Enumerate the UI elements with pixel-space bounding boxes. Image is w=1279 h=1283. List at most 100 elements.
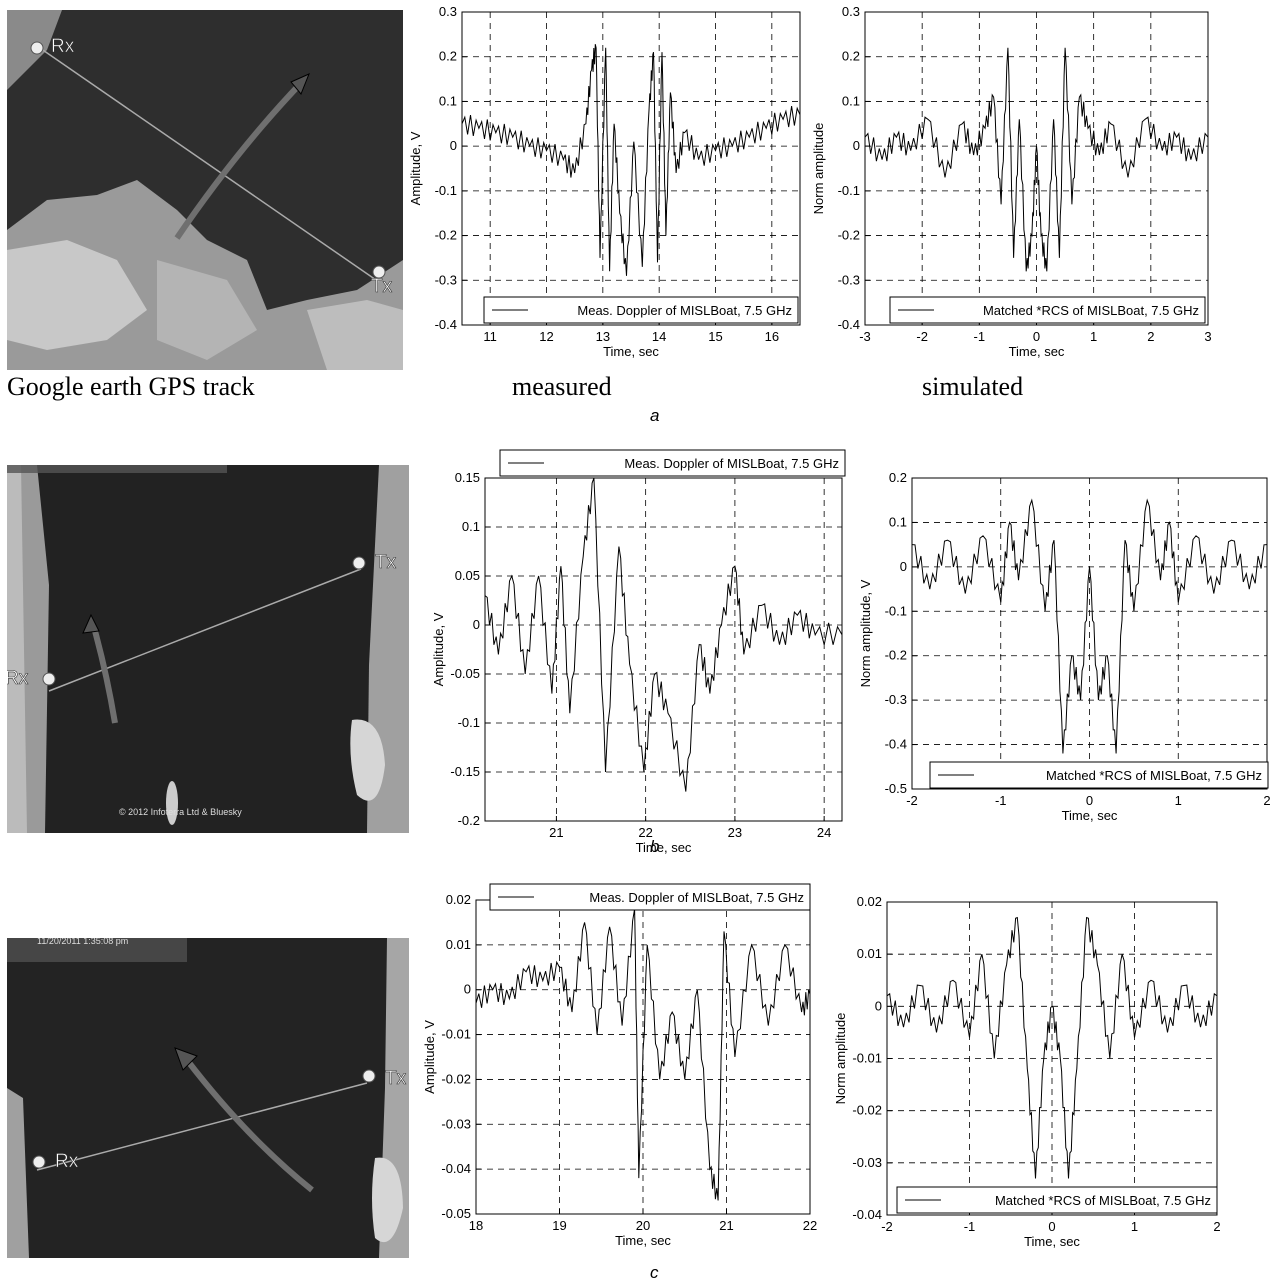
y-axis-label: Amplitude, V (408, 131, 423, 205)
map-b-rx-label: Rx (7, 668, 29, 689)
y-tick-label: -0.1 (885, 603, 907, 618)
x-tick-label: 0 (1086, 793, 1093, 808)
y-tick-label: -0.3 (435, 272, 457, 287)
x-tick-label: 21 (719, 1218, 733, 1233)
x-tick-label: 23 (728, 825, 742, 840)
y-tick-label: 0.1 (439, 93, 457, 108)
y-tick-label: -0.3 (885, 692, 907, 707)
y-tick-label: -0.5 (885, 781, 907, 796)
y-tick-label: 0.3 (842, 4, 860, 19)
y-tick-label: 0.01 (446, 937, 471, 952)
caption-map: Google earth GPS track (7, 372, 255, 401)
grid (462, 12, 800, 325)
series-line-0 (475, 908, 811, 1201)
x-tick-label: -2 (906, 793, 918, 808)
x-tick-label: -1 (995, 793, 1007, 808)
y-tick-label: 0 (900, 559, 907, 574)
y-tick-label: -0.2 (458, 813, 480, 828)
y-tick-label: -0.02 (852, 1103, 882, 1118)
y-tick-label: -0.03 (852, 1155, 882, 1170)
grid (912, 478, 1267, 789)
x-tick-label: 11 (483, 329, 497, 344)
y-tick-label: 0.01 (857, 946, 882, 961)
y-tick-label: 0.2 (439, 49, 457, 64)
y-tick-label: -0.15 (450, 764, 480, 779)
y-tick-label: 0 (464, 982, 471, 997)
y-tick-label: -0.03 (441, 1116, 471, 1131)
y-tick-label: -0.01 (852, 1051, 882, 1066)
y-tick-label: -0.04 (441, 1161, 471, 1176)
x-tick-label: 16 (765, 329, 779, 344)
x-tick-label: 19 (552, 1218, 566, 1233)
y-axis-label: Amplitude, V (422, 1020, 437, 1094)
y-tick-label: -0.05 (441, 1206, 471, 1221)
y-tick-label: -0.04 (852, 1207, 882, 1222)
x-tick-label: 1 (1175, 793, 1182, 808)
y-tick-label: 0.2 (842, 49, 860, 64)
x-tick-label: 21 (549, 825, 563, 840)
y-tick-label: 0.02 (857, 894, 882, 909)
x-axis-label: Time, sec (636, 840, 692, 855)
x-tick-label: 3 (1204, 329, 1211, 344)
legend-box (483, 296, 799, 324)
map-a-rx-label: Rx (51, 36, 75, 57)
y-tick-label: 0 (875, 998, 882, 1013)
map-a: Rx Tx (7, 10, 403, 370)
x-tick-label: 24 (817, 825, 831, 840)
legend-label: Matched *RCS of MISLBoat, 7.5 GHz (1046, 768, 1262, 783)
y-axis-label: Norm amplitude, V (858, 579, 873, 687)
x-tick-label: 20 (636, 1218, 650, 1233)
x-tick-label: 1 (1131, 1219, 1138, 1234)
series-line-0 (484, 477, 843, 792)
legend: Meas. Doppler of MISLBoat, 7.5 GHz (489, 883, 811, 911)
x-axis-label: Time, sec (603, 344, 659, 359)
y-tick-label: 0.1 (842, 93, 860, 108)
series-line-0 (461, 44, 801, 276)
legend-box (896, 1186, 1218, 1214)
y-tick-label: 0.2 (889, 470, 907, 485)
x-tick-label: -3 (859, 329, 871, 344)
legend-box (489, 883, 811, 911)
y-tick-label: 0.02 (446, 892, 471, 907)
legend: Matched *RCS of MISLBoat, 7.5 GHz (896, 1186, 1218, 1214)
map-c-tx-label: Tx (385, 1068, 407, 1089)
panel-letter-c: c (650, 1263, 659, 1282)
x-tick-label: 13 (596, 329, 610, 344)
y-tick-label: -0.3 (838, 272, 860, 287)
map-c: 11/20/2011 1:35:08 pm Rx Tx (7, 938, 409, 1258)
y-tick-label: -0.2 (838, 228, 860, 243)
y-tick-label: -0.1 (458, 715, 480, 730)
y-tick-label: -0.1 (435, 183, 457, 198)
x-axis-label: Time, sec (1062, 808, 1118, 823)
x-tick-label: 15 (708, 329, 722, 344)
x-tick-label: 2 (1213, 1219, 1220, 1234)
y-tick-label: 0.05 (455, 568, 480, 583)
y-axis-label: Amplitude, V (431, 612, 446, 686)
y-tick-label: -0.02 (441, 1071, 471, 1086)
x-axis-label: Time, sec (615, 1233, 671, 1248)
x-tick-label: 1 (1090, 329, 1097, 344)
y-tick-label: -0.05 (450, 666, 480, 681)
legend-label: Meas. Doppler of MISLBoat, 7.5 GHz (624, 456, 839, 471)
grid (485, 478, 842, 821)
y-tick-label: 0 (450, 138, 457, 153)
legend: Matched *RCS of MISLBoat, 7.5 GHz (929, 761, 1269, 789)
y-tick-label: -0.4 (838, 317, 860, 332)
y-tick-label: 0.3 (439, 4, 457, 19)
y-tick-label: -0.01 (441, 1027, 471, 1042)
map-c-rx-label: Rx (55, 1151, 79, 1172)
series-line-0 (886, 916, 1218, 1179)
x-tick-label: 0 (1033, 329, 1040, 344)
map-b: Rx Tx © 2012 Infoterra Ltd & Bluesky (7, 465, 409, 833)
legend-box (889, 296, 1206, 324)
x-tick-label: 2 (1147, 329, 1154, 344)
map-a-tx-label: Tx (371, 276, 393, 297)
x-tick-label: 22 (803, 1218, 817, 1233)
legend: Meas. Doppler of MISLBoat, 7.5 GHz (483, 296, 799, 324)
map-b-copyright: © 2012 Infoterra Ltd & Bluesky (119, 807, 242, 817)
x-tick-label: -2 (881, 1219, 893, 1234)
chart-c-simulated: -2 -1 0 1 2 -0.04 -0.03 -0.02 -0.01 0 0.01 0.02 Time… (820, 880, 1250, 1262)
series-line-0 (864, 47, 1209, 272)
x-tick-label: -1 (974, 329, 986, 344)
caption-simulated: simulated (922, 372, 1024, 401)
